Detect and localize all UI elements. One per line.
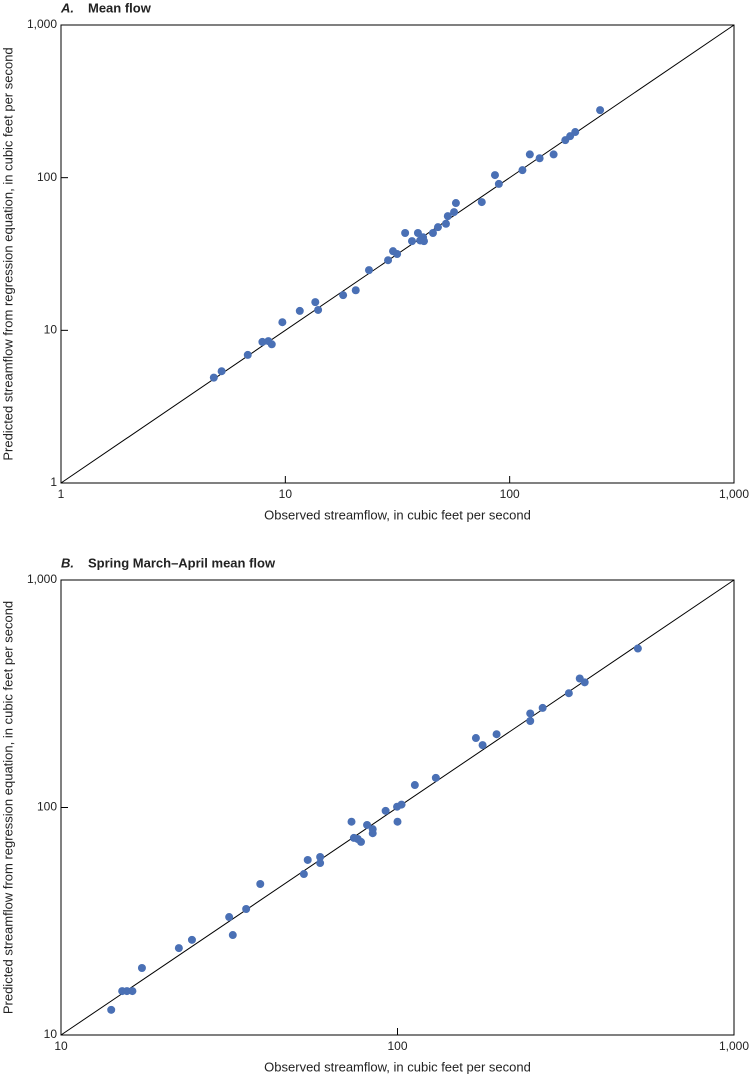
data-point: [492, 730, 501, 739]
data-point: [549, 150, 558, 159]
data-point: [538, 703, 547, 712]
data-point: [316, 859, 325, 868]
data-point: [443, 212, 452, 221]
y-tick-label: 1,000: [27, 572, 57, 586]
data-point: [401, 229, 410, 238]
data-point: [518, 166, 527, 175]
data-point: [478, 741, 487, 750]
plot-frame: [60, 24, 735, 484]
data-point: [564, 689, 573, 698]
y-tick-label: 100: [37, 170, 57, 184]
data-point: [571, 128, 580, 137]
data-point: [351, 286, 360, 295]
data-point: [295, 306, 304, 315]
data-point: [580, 678, 589, 687]
x-tick-label: 100: [387, 1039, 407, 1053]
data-point: [122, 987, 131, 996]
x-tick-label: 10: [54, 1039, 68, 1053]
data-point: [225, 913, 234, 922]
data-point: [357, 837, 366, 846]
y-tick-label: 10: [44, 1027, 58, 1041]
data-point: [494, 179, 503, 188]
chart-title: Spring March–April mean flow: [88, 555, 276, 570]
data-point: [397, 800, 406, 809]
data-point: [209, 373, 218, 382]
chart-title: Mean flow: [88, 0, 152, 15]
x-tick-label: 1,000: [719, 1039, 749, 1053]
data-point: [368, 829, 377, 838]
data-point: [267, 340, 276, 349]
data-point: [228, 931, 237, 940]
data-point: [364, 266, 373, 275]
data-point: [258, 337, 267, 346]
data-point: [384, 256, 393, 265]
x-tick-label: 1: [58, 487, 65, 501]
data-point: [363, 820, 372, 829]
data-point: [633, 644, 642, 653]
data-point: [526, 709, 535, 718]
data-point: [419, 237, 428, 246]
data-point: [137, 964, 146, 973]
x-axis-label: Observed streamflow, in cubic feet per s…: [264, 1059, 531, 1074]
data-point: [490, 171, 499, 180]
data-point: [433, 223, 442, 232]
data-point: [256, 880, 265, 889]
data-point: [243, 350, 252, 359]
data-point: [428, 229, 437, 238]
y-axis-label: Predicted streamflow from regression equ…: [0, 47, 15, 460]
y-tick-label: 1: [50, 475, 57, 489]
x-axis-label: Observed streamflow, in cubic feet per s…: [264, 507, 531, 522]
y-axis-label: Predicted streamflow from regression equ…: [0, 601, 15, 1014]
data-point: [471, 734, 480, 743]
data-point: [441, 219, 450, 228]
data-point: [242, 904, 251, 913]
data-point: [316, 852, 325, 861]
data-point: [450, 208, 459, 217]
x-tick-label: 100: [500, 487, 520, 501]
data-point: [393, 250, 402, 259]
data-point: [393, 817, 402, 826]
data-point: [381, 806, 390, 815]
data-point: [410, 781, 419, 790]
data-point: [477, 198, 486, 207]
data-point: [339, 291, 348, 300]
data-point: [303, 855, 312, 864]
data-point: [535, 154, 544, 163]
data-point: [278, 318, 287, 327]
data-point: [451, 199, 460, 208]
x-tick-label: 1,000: [719, 487, 749, 501]
panel-label: A.: [60, 0, 74, 15]
data-point: [128, 987, 137, 996]
data-point: [311, 298, 320, 307]
y-tick-label: 1,000: [27, 17, 57, 31]
data-point: [299, 870, 308, 879]
data-point: [217, 367, 226, 376]
panel-label: B.: [61, 555, 74, 570]
data-point: [314, 305, 323, 314]
data-point: [408, 237, 417, 246]
data-point: [174, 944, 183, 953]
y-tick-label: 100: [37, 800, 57, 814]
x-tick-label: 10: [279, 487, 293, 501]
y-tick-label: 10: [44, 323, 58, 337]
data-point: [526, 717, 535, 726]
data-point: [431, 773, 440, 782]
data-point: [525, 150, 534, 159]
data-point: [187, 935, 196, 944]
data-point: [596, 106, 605, 115]
data-point: [347, 817, 356, 826]
data-point: [107, 1005, 116, 1014]
